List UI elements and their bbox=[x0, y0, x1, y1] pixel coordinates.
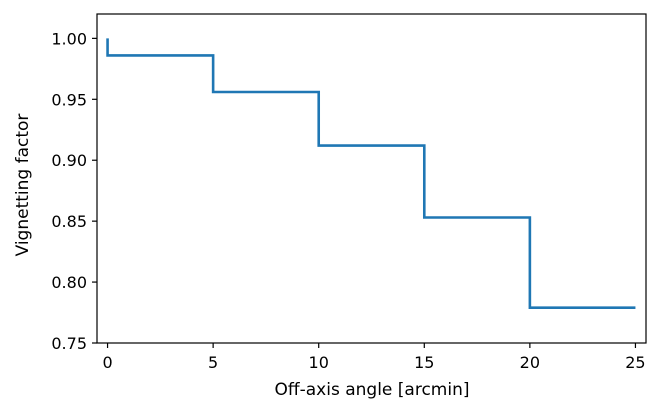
x-tick-label: 15 bbox=[414, 353, 434, 372]
y-axis-label: Vignetting factor bbox=[13, 114, 33, 257]
x-tick-label: 20 bbox=[520, 353, 540, 372]
x-tick-label: 5 bbox=[208, 353, 218, 372]
y-tick-label: 0.95 bbox=[51, 90, 87, 109]
y-tick-label: 0.75 bbox=[51, 334, 87, 353]
x-tick-label: 10 bbox=[309, 353, 329, 372]
x-axis-label: Off-axis angle [arcmin] bbox=[275, 380, 470, 400]
y-tick-label: 1.00 bbox=[51, 29, 87, 48]
x-tick-label: 25 bbox=[625, 353, 645, 372]
x-tick-label: 0 bbox=[102, 353, 112, 372]
plot-frame bbox=[96, 13, 647, 344]
plot-area bbox=[96, 13, 647, 344]
y-tick-label: 0.85 bbox=[51, 212, 87, 231]
x-axis-ticks: 0 5 10 15 20 25 bbox=[102, 343, 646, 372]
y-tick-label: 0.90 bbox=[51, 151, 87, 170]
series-line-1 bbox=[106, 38, 636, 309]
y-tick-label: 0.80 bbox=[51, 273, 87, 292]
y-axis-ticks: 0.75 0.80 0.85 0.90 0.95 1.00 bbox=[51, 29, 97, 353]
